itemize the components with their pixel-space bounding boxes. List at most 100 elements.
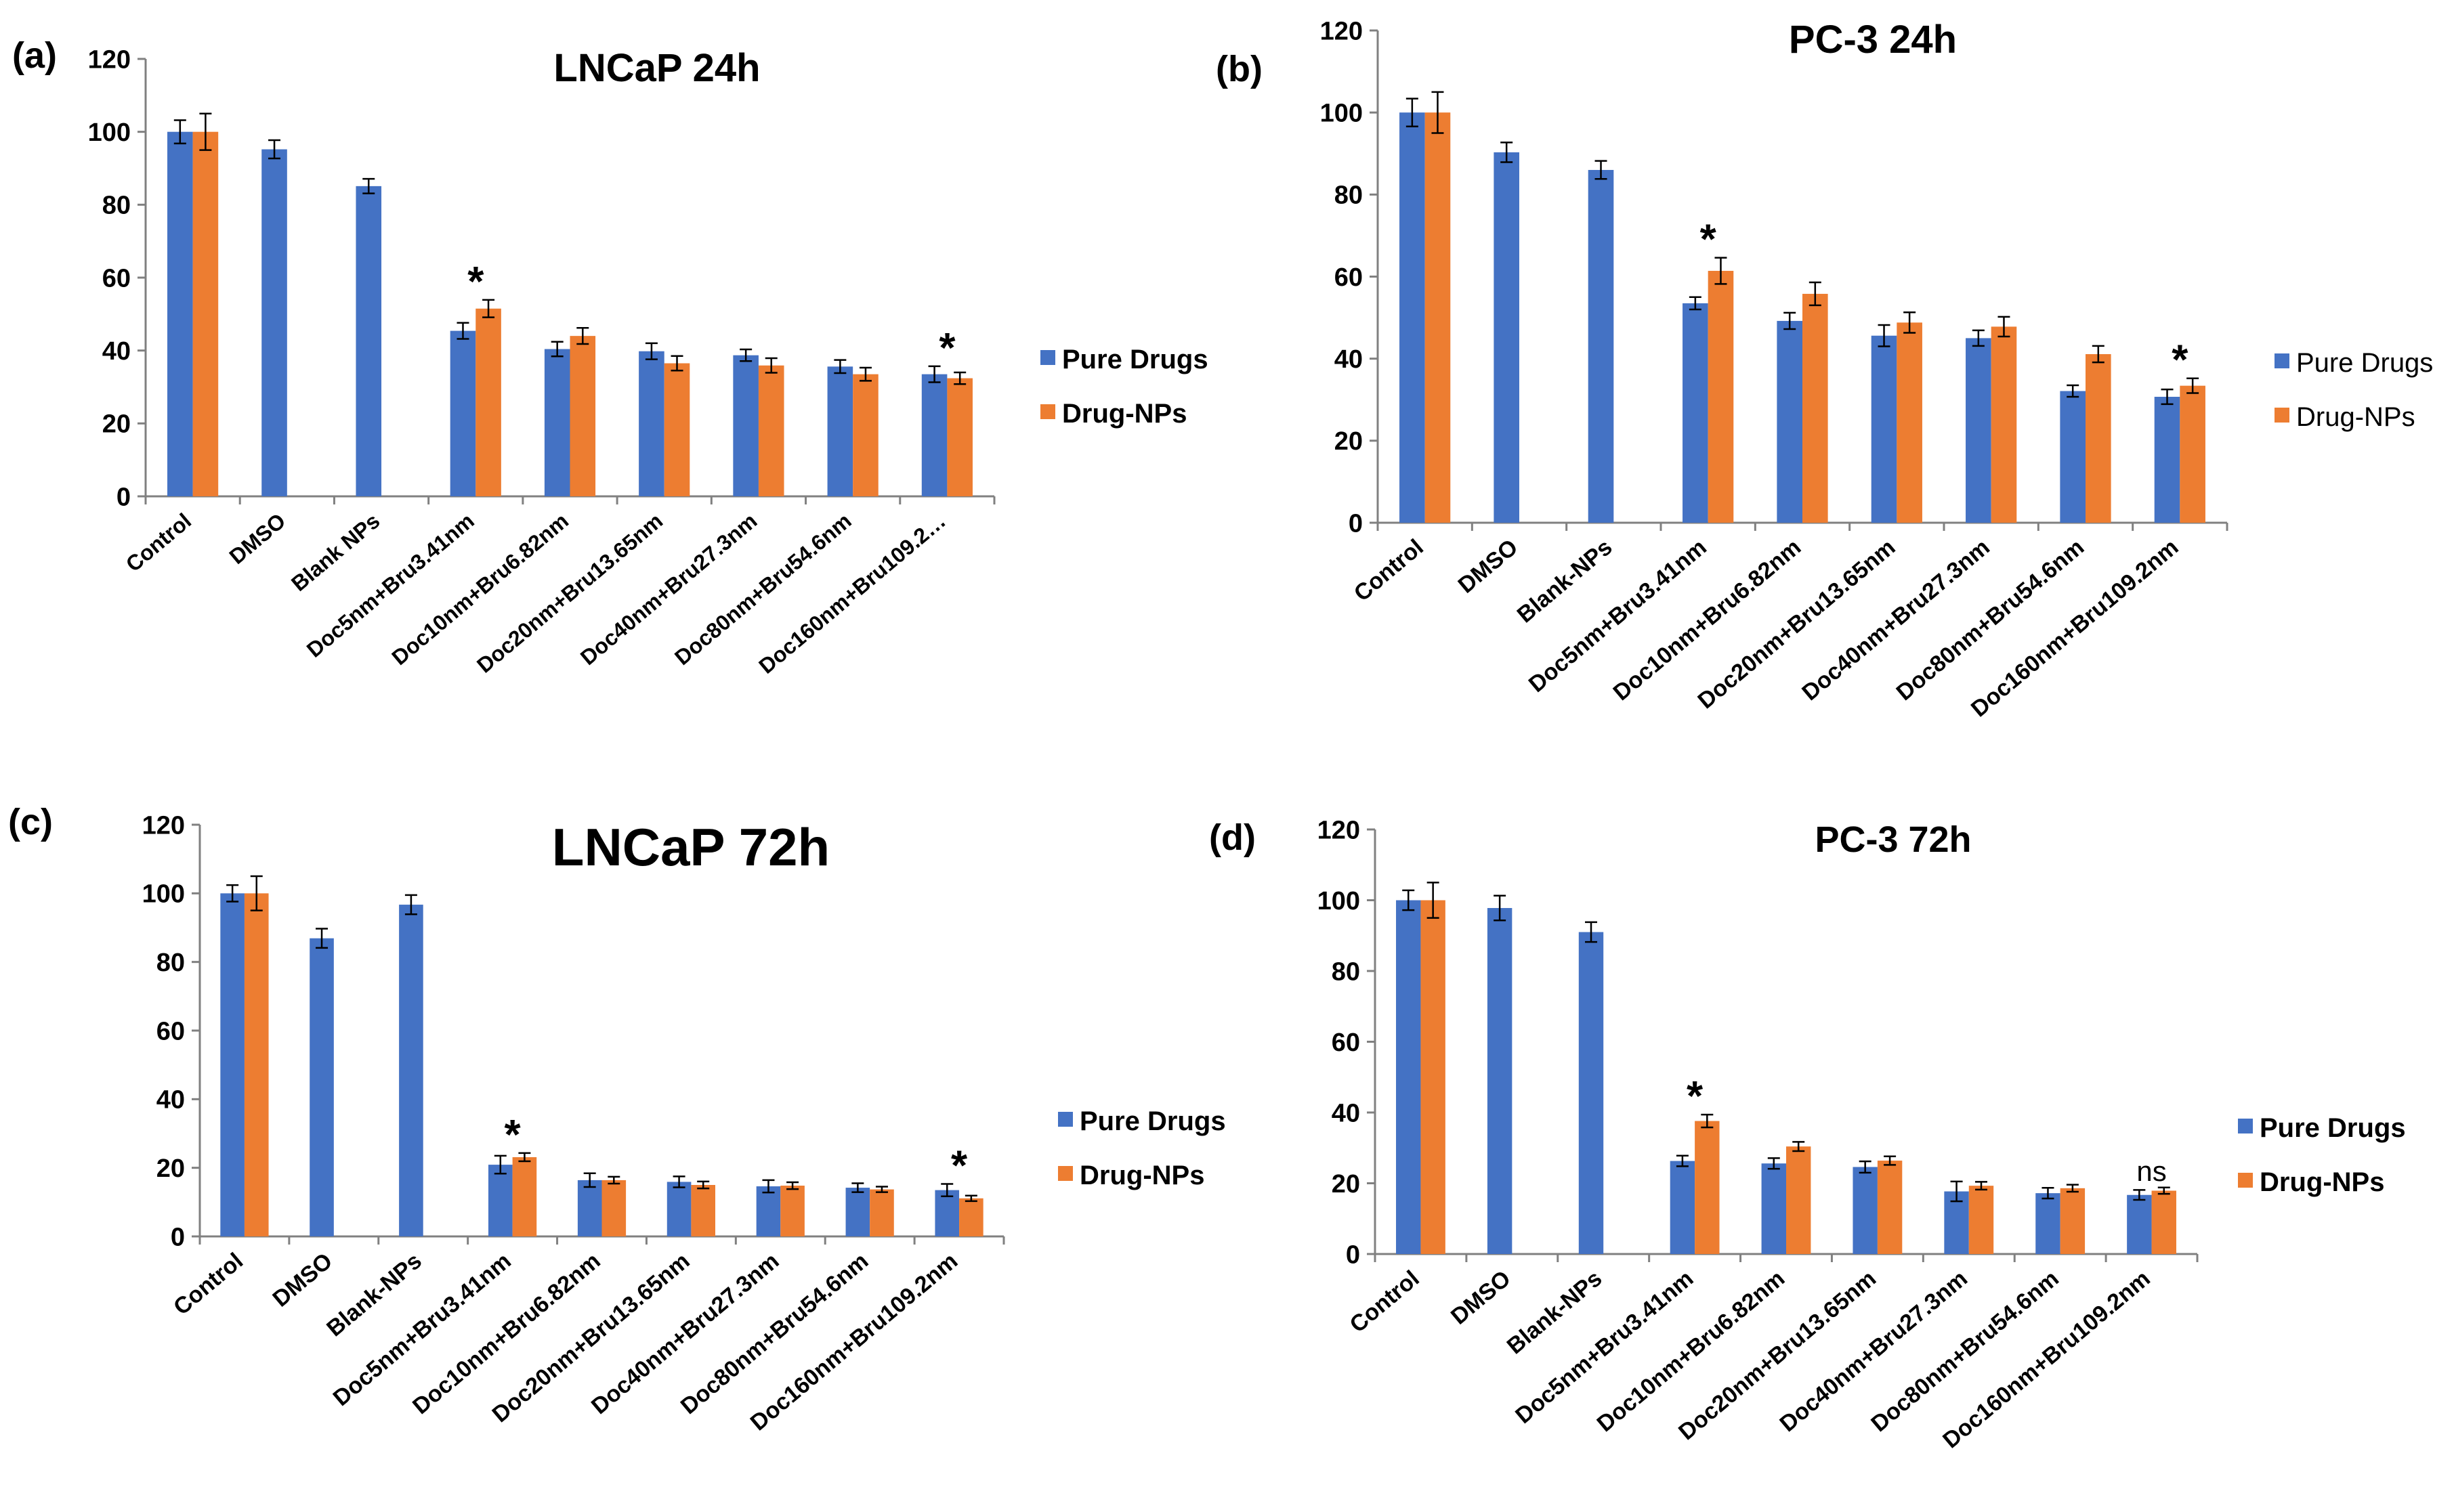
x-category-label: Doc5nm+Bru3.41nm xyxy=(329,1248,516,1411)
legend-label-pure-drugs: Pure Drugs xyxy=(1062,345,1208,374)
bar-drug-nps-4 xyxy=(1786,1146,1811,1254)
y-tick-label: 40 xyxy=(1334,345,1363,374)
legend-swatch-drug-nps xyxy=(2238,1173,2253,1188)
bar-pure-drugs-2 xyxy=(399,905,423,1236)
legend-label-drug-nps: Drug-NPs xyxy=(2296,402,2415,432)
y-tick-label: 0 xyxy=(1346,1240,1360,1269)
bar-pure-drugs-4 xyxy=(544,349,570,496)
bar-pure-drugs-3 xyxy=(450,330,476,496)
x-category-label: Doc5nm+Bru3.41nm xyxy=(1524,534,1712,697)
bar-pure-drugs-8 xyxy=(935,1190,960,1236)
bar-pure-drugs-0 xyxy=(167,131,193,496)
bar-pure-drugs-5 xyxy=(1871,335,1897,523)
panel-label: (b) xyxy=(1216,49,1263,89)
bar-drug-nps-6 xyxy=(1968,1186,1994,1254)
y-tick-label: 0 xyxy=(171,1223,185,1251)
bar-drug-nps-4 xyxy=(601,1180,627,1236)
y-tick-label: 60 xyxy=(1334,263,1363,292)
chart-title: LNCaP 24h xyxy=(553,46,760,90)
bar-pure-drugs-0 xyxy=(1399,112,1425,523)
chart-panel-a: (a) LNCaP 24h 0 20 40 60 80 100 120 Control DMSOBl… xyxy=(12,35,1208,678)
legend-swatch-pure-drugs xyxy=(2238,1119,2253,1133)
bar-pure-drugs-1 xyxy=(1494,152,1519,523)
bar-pure-drugs-3 xyxy=(1683,303,1708,523)
bar-pure-drugs-1 xyxy=(1487,907,1512,1254)
x-category-label: Doc80nm+Bru54.6nm xyxy=(670,509,855,670)
y-tick-label: 40 xyxy=(102,337,131,366)
bar-pure-drugs-2 xyxy=(1578,932,1604,1254)
bar-drug-nps-8 xyxy=(947,378,973,496)
chart-title: PC-3 24h xyxy=(1789,18,1957,62)
bar-pure-drugs-6 xyxy=(1966,338,1991,523)
y-tick-label: 80 xyxy=(1334,181,1363,210)
legend-label-drug-nps: Drug-NPs xyxy=(1062,399,1187,429)
x-category-label: Blank NPs xyxy=(287,509,384,596)
legend-swatch-pure-drugs xyxy=(2275,353,2289,368)
significance-annotation: * xyxy=(1687,1073,1704,1120)
y-tick-label: 100 xyxy=(88,118,131,147)
bar-pure-drugs-6 xyxy=(756,1186,781,1236)
x-category-label: Control xyxy=(1345,1266,1424,1338)
bar-drug-nps-3 xyxy=(475,308,501,496)
bar-drug-nps-5 xyxy=(1897,322,1922,523)
bar-drug-nps-0 xyxy=(244,893,269,1236)
y-tick-label: 120 xyxy=(1317,816,1360,844)
bar-pure-drugs-7 xyxy=(2035,1193,2060,1254)
y-tick-label: 100 xyxy=(142,880,185,909)
bar-pure-drugs-5 xyxy=(639,351,664,496)
x-category-label: Control xyxy=(121,509,196,577)
bar-drug-nps-3 xyxy=(1695,1121,1720,1254)
chart-title: LNCaP 72h xyxy=(552,817,830,877)
chart-title: PC-3 72h xyxy=(1815,819,1971,860)
bar-drug-nps-3 xyxy=(1708,271,1734,523)
x-category-label: Doc160nm+Bru109.2… xyxy=(754,509,950,678)
bar-pure-drugs-2 xyxy=(1588,169,1614,523)
bar-pure-drugs-4 xyxy=(577,1180,602,1236)
bar-pure-drugs-0 xyxy=(1396,900,1421,1254)
bar-pure-drugs-1 xyxy=(261,149,287,497)
y-tick-label: 20 xyxy=(1334,427,1363,456)
bar-pure-drugs-4 xyxy=(1761,1163,1786,1254)
bar-drug-nps-6 xyxy=(758,365,784,496)
panel-label: (d) xyxy=(1209,817,1256,858)
bar-pure-drugs-3 xyxy=(488,1165,513,1236)
y-tick-label: 0 xyxy=(117,483,131,511)
y-tick-label: 100 xyxy=(1320,99,1363,127)
x-category-label: Doc20nm+Bru13.65nm xyxy=(472,509,667,678)
bar-pure-drugs-3 xyxy=(1670,1161,1695,1254)
y-tick-label: 100 xyxy=(1317,887,1360,915)
bar-drug-nps-0 xyxy=(1424,112,1451,523)
bar-pure-drugs-8 xyxy=(2154,397,2180,523)
bar-drug-nps-6 xyxy=(780,1186,805,1236)
bar-drug-nps-8 xyxy=(959,1198,983,1236)
y-tick-label: 80 xyxy=(1332,957,1360,986)
x-category-label: Doc5nm+Bru3.41nm xyxy=(1510,1266,1698,1429)
bar-pure-drugs-8 xyxy=(2127,1194,2152,1254)
y-tick-label: 0 xyxy=(1349,509,1363,538)
significance-annotation: ns xyxy=(2136,1155,2166,1187)
y-tick-label: 20 xyxy=(102,410,131,439)
legend-label-drug-nps: Drug-NPs xyxy=(2260,1167,2384,1197)
bar-pure-drugs-7 xyxy=(827,366,853,496)
legend-label-pure-drugs: Pure Drugs xyxy=(2260,1113,2406,1143)
legend-swatch-drug-nps xyxy=(1058,1166,1073,1181)
x-category-label: DMSO xyxy=(1446,1266,1516,1330)
x-category-label: Doc5nm+Bru3.41nm xyxy=(302,509,479,662)
bar-pure-drugs-7 xyxy=(845,1188,870,1236)
legend-label-drug-nps: Drug-NPs xyxy=(1080,1161,1204,1190)
y-tick-label: 60 xyxy=(102,264,131,293)
bar-drug-nps-7 xyxy=(2086,354,2111,523)
x-category-label: Doc10nm+Bru6.82nm xyxy=(1609,534,1806,706)
bar-pure-drugs-0 xyxy=(220,893,245,1236)
y-tick-label: 120 xyxy=(142,811,185,840)
bar-drug-nps-7 xyxy=(2060,1188,2086,1254)
significance-annotation: * xyxy=(1700,217,1717,263)
x-category-label: Control xyxy=(169,1248,248,1320)
y-tick-label: 120 xyxy=(88,45,131,74)
legend-swatch-drug-nps xyxy=(1040,404,1055,419)
y-tick-label: 80 xyxy=(102,192,131,220)
y-tick-label: 80 xyxy=(156,949,185,977)
x-category-label: Control xyxy=(1349,534,1429,607)
